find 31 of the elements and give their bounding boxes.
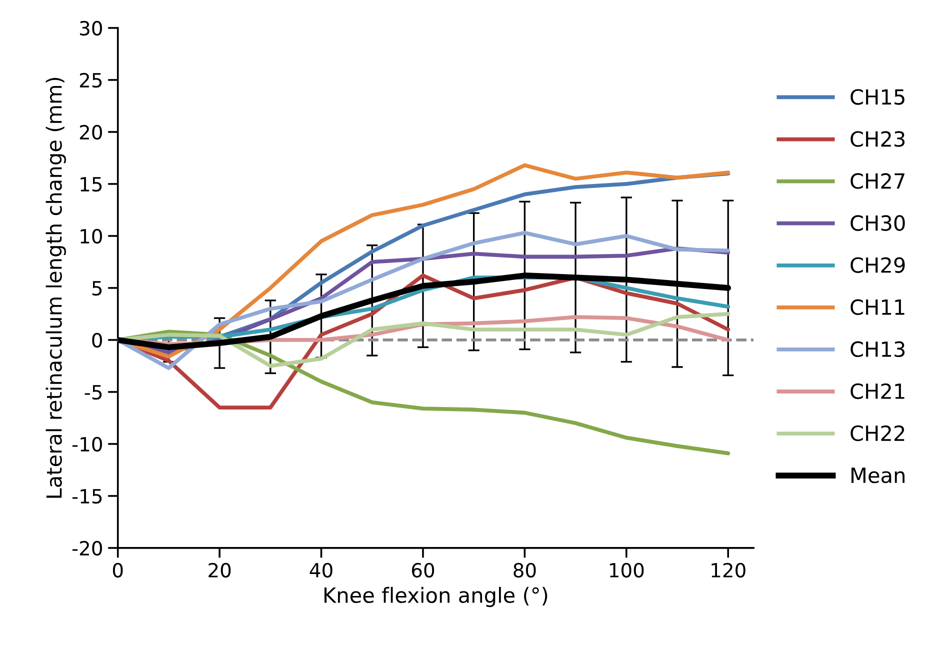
legend-label: CH27 (850, 173, 904, 189)
y-tick-label: 20 (80, 124, 102, 140)
legend-label: CH13 (850, 341, 905, 358)
line-series (118, 230, 730, 370)
y-tick-label: 25 (80, 72, 102, 88)
y-tick-label: 10 (80, 228, 102, 244)
y-tick-label: 0 (92, 332, 102, 348)
x-tick-label: 40 (310, 562, 332, 578)
y-tick-label: 15 (80, 177, 102, 192)
x-axis-title: Knee flexion angle (°) (324, 586, 548, 608)
y-tick-label: 5 (92, 281, 102, 296)
x-tick-label: 80 (514, 562, 536, 578)
legend-label: CH15 (850, 89, 904, 105)
y-tick-label: -15 (72, 489, 102, 504)
legend-label: CH23 (850, 131, 905, 147)
y-axis-title: Lateral retinaculum length change (mm) (46, 78, 66, 498)
legend-label: CH29 (850, 257, 905, 273)
legend-label: CH11 (850, 299, 904, 316)
x-tick-label: 20 (208, 562, 231, 578)
legend-label: CH30 (850, 215, 905, 231)
x-tick-label: 120 (712, 562, 746, 578)
legend-label: CH21 (850, 383, 904, 400)
x-tick-label: 0 (112, 562, 123, 578)
y-tick-label: -5 (84, 385, 102, 400)
x-tick-label: 100 (610, 562, 644, 578)
y-tick-label: -10 (72, 436, 102, 452)
legend-label: CH22 (850, 425, 904, 442)
y-tick-label: 30 (80, 20, 102, 36)
legend-label: Mean (852, 468, 904, 484)
x-tick-label: 60 (412, 562, 434, 578)
y-tick-label: -20 (72, 540, 102, 556)
